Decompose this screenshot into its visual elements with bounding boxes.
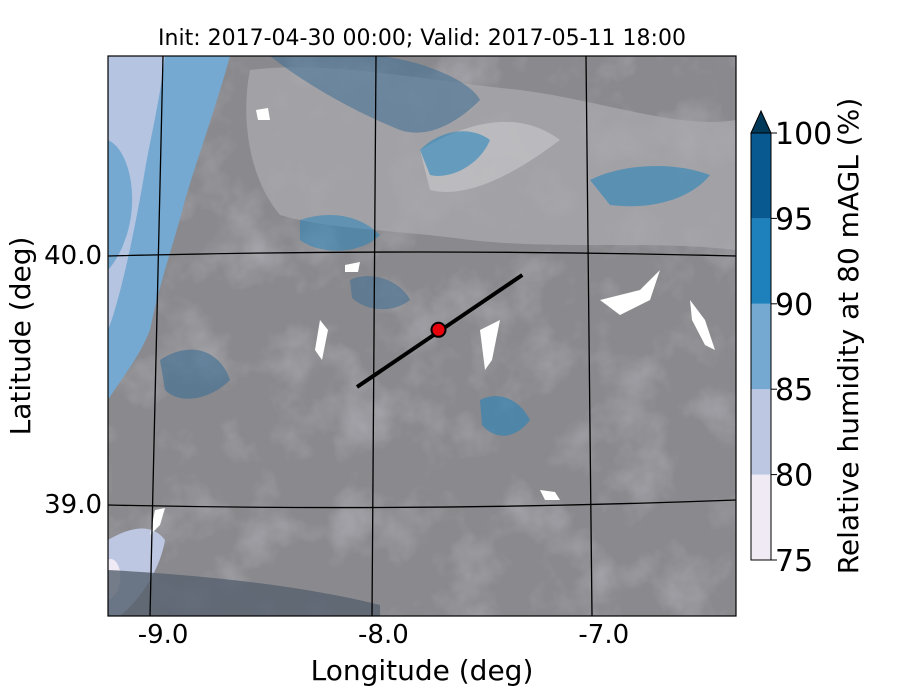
data-gap-8 [256,108,270,120]
y-axis-label: Latitude (deg) [4,237,37,436]
humid-patch-6 [350,276,410,310]
gridline-lon-minus-9 [149,56,164,616]
colorbar-tick-label: 85 [775,373,813,408]
colorbar-tick-label: 80 [775,459,813,494]
data-gap-5 [345,262,360,272]
data-gap-1 [600,270,660,315]
humid-patch-5 [480,396,530,436]
plot-area [108,56,736,616]
colorbar-outline [750,132,772,561]
data-gap-2 [690,300,715,350]
colorbar-bin [751,389,771,475]
y-tick-label: 40.0 [44,241,102,271]
map-gridlines [108,56,736,616]
ocean-band [108,140,133,270]
x-axis-label: Longitude (deg) [311,654,534,687]
colorbar-extend-arrow [750,109,772,134]
colorbar-tick-label: 95 [775,202,813,237]
plot-frame [107,55,737,617]
x-tick-label: -8.0 [358,620,409,650]
colorbar-bin [751,133,771,219]
data-gap-3 [480,320,500,370]
colorbar-tick-label: 100 [775,117,832,152]
y-tick-label: 39.0 [44,490,102,520]
y-axis-ticks: 40.0 39.0 [44,241,102,520]
location-marker [430,321,447,338]
humid-patch-4 [160,349,230,399]
colorbar-tick-label: 75 [775,544,813,579]
x-tick-label: -9.0 [138,620,189,650]
gridline-lon-minus-8 [371,56,377,616]
gridline-lon-minus-7 [585,56,593,616]
colorbar-tick-label: 90 [775,288,813,323]
humid-patch-3 [300,215,380,251]
chart-title: Init: 2017-04-30 00:00; Valid: 2017-05-1… [158,26,686,51]
humid-patch-1 [420,131,490,176]
data-gap-6 [540,490,560,500]
x-tick-label: -7.0 [578,620,629,650]
data-gap-7 [150,508,165,535]
data-gap-4 [315,320,328,360]
colorbar-label: Relative humidity at 80 mAGL (%) [832,98,865,575]
humid-patch-2 [590,165,710,207]
south-dark-band [108,570,380,616]
gridline-lat-40 [108,251,736,257]
colorbar-bin [751,218,771,304]
colorbar-bin [751,474,771,560]
x-axis-ticks: -9.0 -8.0 -7.0 [138,620,629,650]
colorbar: 75 80 85 90 95 100 [750,109,832,579]
ocean-light-area [108,56,165,330]
gridline-lat-39 [108,499,736,509]
humid-patch-north [270,56,480,133]
colorbar-bin [751,303,771,390]
